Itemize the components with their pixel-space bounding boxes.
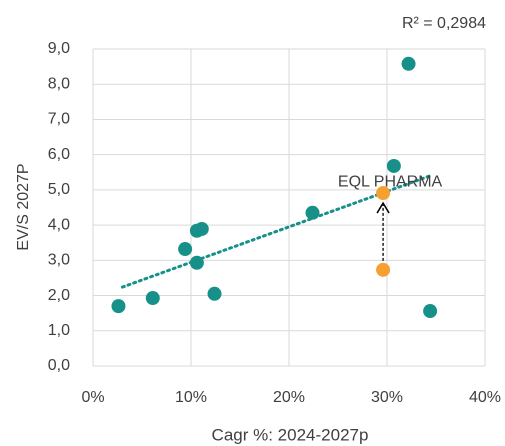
point <box>423 304 438 319</box>
x-tick-label: 40% <box>469 389 501 406</box>
y-axis-label: EV/S 2027P <box>15 163 32 250</box>
x-axis-label: Cagr %: 2024-2027p <box>212 425 369 444</box>
r-squared: R² = 0,2984 <box>402 15 486 32</box>
x-tick-label: 30% <box>371 389 403 406</box>
y-tick-label: 0,0 <box>48 357 70 374</box>
point <box>305 205 320 220</box>
y-tick-label: 9,0 <box>48 40 70 57</box>
y-tick-label: 6,0 <box>48 146 70 163</box>
annotation-label: EQL PHARMA <box>338 173 443 190</box>
y-tick-label: 8,0 <box>48 75 70 92</box>
point <box>376 186 391 201</box>
x-tick-label: 20% <box>273 389 305 406</box>
x-tick-label: 10% <box>175 389 207 406</box>
point <box>207 286 222 301</box>
point <box>111 299 126 314</box>
point <box>189 255 204 270</box>
x-tick-label: 0% <box>81 389 104 406</box>
point <box>194 221 209 236</box>
y-tick-label: 1,0 <box>48 322 70 339</box>
point <box>178 242 193 257</box>
point <box>386 158 401 173</box>
y-tick-label: 7,0 <box>48 111 70 128</box>
y-tick-label: 4,0 <box>48 216 70 233</box>
point <box>145 291 160 306</box>
y-tick-label: 3,0 <box>48 252 70 269</box>
y-tick-label: 5,0 <box>48 181 70 198</box>
point <box>401 56 416 71</box>
point <box>376 262 391 277</box>
arrow-head <box>376 201 390 214</box>
y-tick-label: 2,0 <box>48 287 70 304</box>
